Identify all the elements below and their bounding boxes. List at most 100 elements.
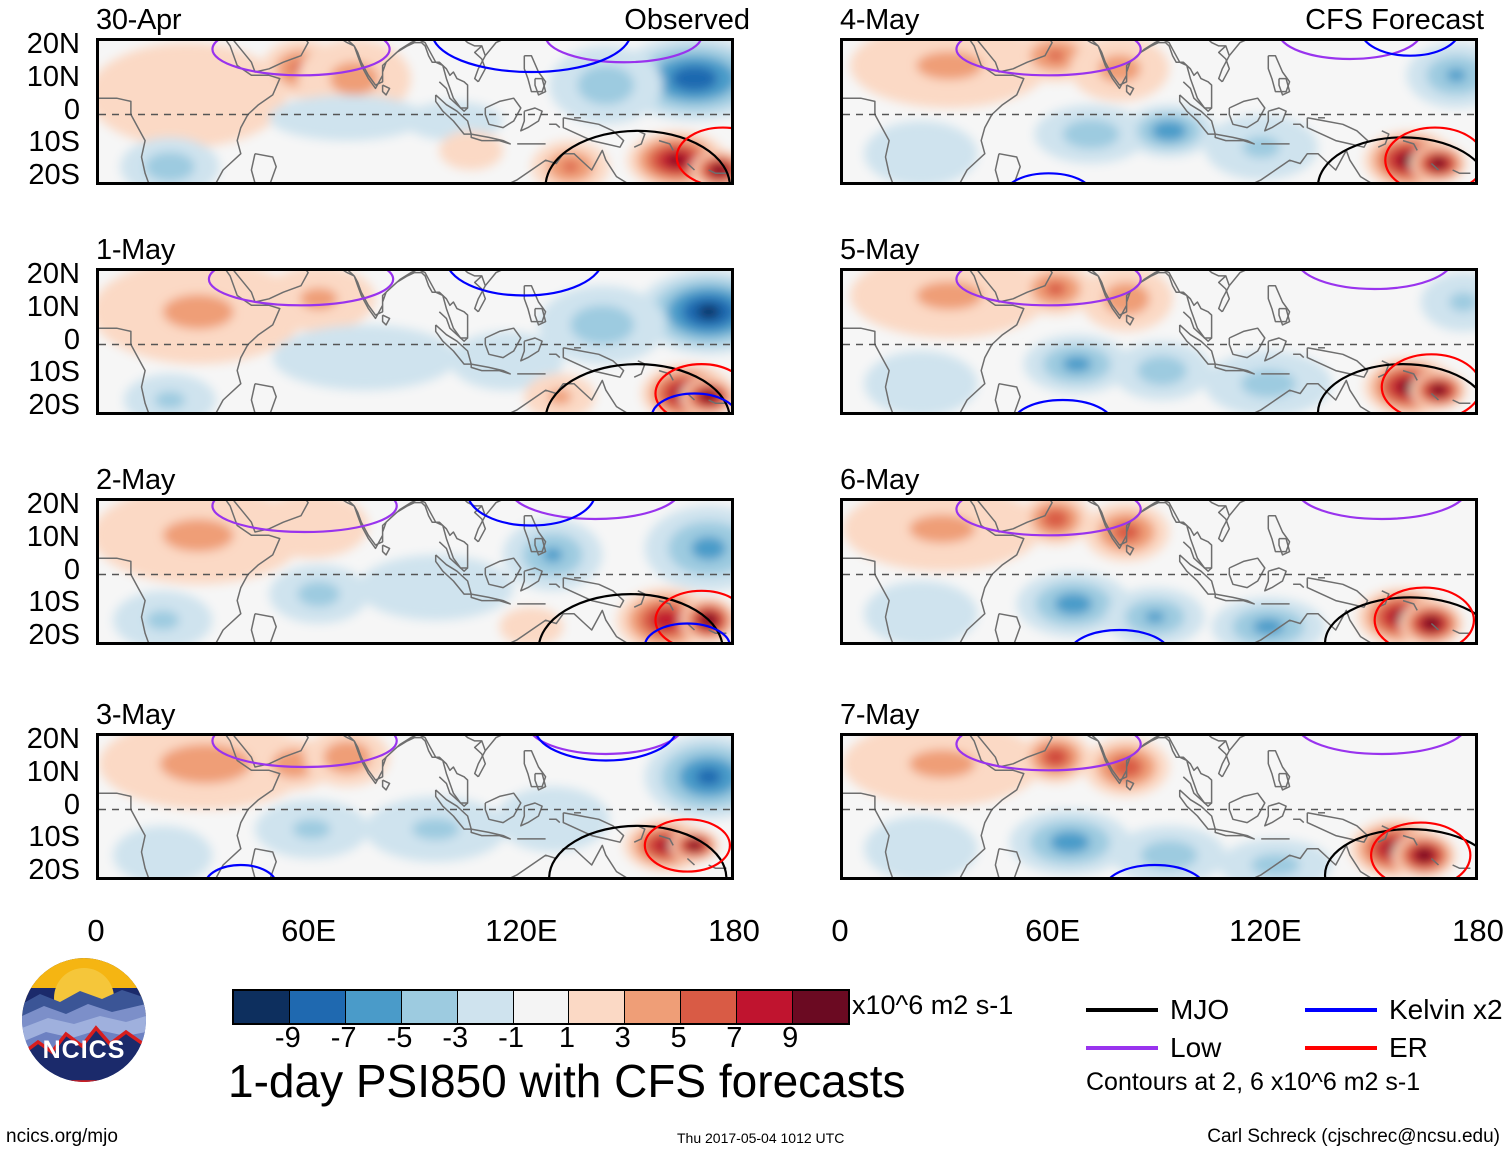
y-tick — [840, 147, 843, 149]
x-tick — [312, 38, 314, 41]
y-tick — [840, 558, 843, 560]
x-tick — [453, 733, 455, 736]
contour-kelvin — [651, 392, 731, 412]
y-axis-label-10n: 10N — [26, 290, 80, 323]
map-area — [96, 733, 734, 880]
contour-kelvin — [433, 41, 630, 74]
column-header-cfs-forecast: CFS Forecast — [1305, 4, 1484, 36]
footer-website-link[interactable]: ncics.org/mjo — [6, 1126, 118, 1147]
contour-low — [545, 41, 702, 64]
x-tick — [489, 268, 491, 271]
y-axis-label-0: 0 — [63, 553, 80, 586]
x-tick — [914, 268, 916, 271]
x-tick — [1197, 38, 1199, 41]
y-tick — [96, 777, 99, 779]
contour-er — [675, 126, 731, 182]
contour-kelvin — [1109, 863, 1201, 877]
colorbar-tick-neg5: -5 — [386, 1022, 413, 1054]
y-tick — [840, 361, 843, 363]
y-tick — [96, 131, 99, 133]
x-tick — [453, 38, 455, 41]
x-tick — [453, 268, 455, 271]
x-tick — [878, 733, 880, 736]
x-tick — [1091, 733, 1093, 736]
x-tick — [666, 38, 668, 41]
map-area — [840, 498, 1478, 645]
x-tick — [1375, 38, 1377, 41]
y-axis-label-10s: 10S — [28, 586, 80, 619]
contour-kelvin — [468, 501, 595, 527]
y-tick — [96, 312, 99, 314]
x-tick — [560, 38, 562, 41]
y-axis-label-0: 0 — [63, 788, 80, 821]
x-tick — [1127, 498, 1129, 501]
y-tick — [840, 410, 843, 412]
legend-label-mjo: MJO — [1170, 994, 1230, 1025]
contour-er — [1373, 586, 1475, 642]
ncics-logo: NCICS — [22, 958, 146, 1082]
x-tick — [1162, 498, 1164, 501]
x-tick — [524, 733, 526, 736]
panel-4-may: 4-May — [840, 4, 1478, 185]
x-tick — [383, 38, 385, 41]
footer-author-contact[interactable]: Carl Schreck (cjschrec@ncsu.edu) — [1207, 1126, 1500, 1147]
y-tick — [840, 98, 843, 100]
y-tick — [840, 793, 843, 795]
map-area — [840, 38, 1478, 185]
y-tick — [840, 180, 843, 182]
colorbar-segment — [344, 991, 401, 1023]
coastline-layer — [843, 736, 1471, 877]
colorbar-segment — [736, 991, 793, 1023]
map-area — [96, 268, 734, 415]
x-tick — [383, 268, 385, 271]
contour-kelvin — [449, 271, 600, 297]
x-axis-label-180: 180 — [708, 913, 760, 948]
y-tick — [96, 542, 99, 544]
panel-date-label: 2-May — [96, 464, 176, 496]
colorbar-tick-9: 9 — [782, 1022, 799, 1054]
coastline-layer — [843, 501, 1471, 642]
legend-line-low — [1086, 1046, 1158, 1050]
y-tick — [96, 66, 99, 68]
y-tick — [96, 826, 99, 828]
y-axis-label-20n: 20N — [26, 28, 80, 61]
y-axis-label-10s: 10S — [28, 821, 80, 854]
y-tick — [840, 859, 843, 861]
wave-contour-layer — [955, 41, 1475, 182]
coastline-layer — [99, 271, 727, 412]
x-tick — [1020, 498, 1022, 501]
y-tick — [96, 361, 99, 363]
panel-30-apr: 30-Apr 20N 10N 0 10S 20S — [27, 4, 734, 191]
colorbar-segment — [792, 991, 848, 1023]
x-tick — [1268, 733, 1270, 736]
y-tick — [840, 526, 843, 528]
colorbar-tick-neg1: -1 — [498, 1022, 524, 1054]
psi850-field — [843, 41, 1475, 182]
x-tick — [170, 498, 172, 501]
wave-contour-layer — [955, 271, 1475, 412]
colorbar-tick-neg7: -7 — [330, 1022, 357, 1054]
shading-layer — [850, 41, 1475, 182]
psi850-field — [843, 501, 1475, 642]
y-tick — [96, 377, 99, 379]
x-tick — [878, 268, 880, 271]
wave-contour-layer — [955, 501, 1475, 642]
x-tick — [170, 733, 172, 736]
x-tick — [631, 498, 633, 501]
x-tick — [631, 38, 633, 41]
x-tick — [1162, 733, 1164, 736]
x-tick — [134, 498, 136, 501]
x-tick — [170, 268, 172, 271]
y-tick — [840, 744, 843, 746]
wave-contour-layer — [206, 736, 731, 877]
colorbar-segment — [400, 991, 457, 1023]
x-tick — [1056, 733, 1058, 736]
x-tick — [276, 498, 278, 501]
y-tick — [840, 777, 843, 779]
shading-layer — [850, 271, 1475, 412]
y-tick — [96, 624, 99, 626]
panel-2-may: 2-May 20N 10N 0 10S 20S — [27, 464, 734, 651]
x-tick — [985, 38, 987, 41]
contour-er — [654, 363, 731, 412]
y-tick — [96, 591, 99, 593]
